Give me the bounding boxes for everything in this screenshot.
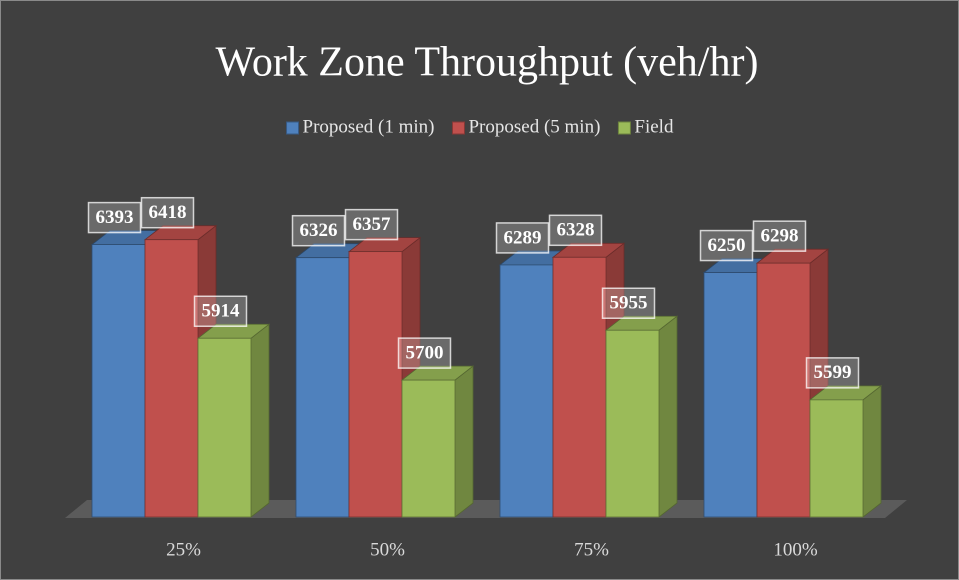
data-label: 6298 bbox=[752, 220, 807, 252]
data-label-box bbox=[752, 220, 807, 252]
plot bbox=[90, 224, 883, 518]
data-label: 5955 bbox=[601, 287, 656, 319]
legend-label: Proposed (5 min) bbox=[468, 116, 600, 137]
bar bbox=[809, 399, 864, 518]
data-label-box bbox=[87, 201, 142, 234]
data-label-box bbox=[548, 214, 603, 247]
chart-title: Work Zone Throughput (veh/hr) bbox=[216, 40, 759, 86]
legend-label: Field bbox=[634, 116, 674, 137]
data-label-text: 6418 bbox=[149, 202, 187, 223]
legend: Proposed (1 min) Proposed (5 min) Field bbox=[286, 116, 674, 137]
legend-label: Proposed (1 min) bbox=[303, 116, 435, 137]
legend-swatch bbox=[451, 121, 465, 135]
data-label: 5700 bbox=[397, 337, 452, 369]
data-label-box bbox=[495, 222, 550, 254]
bar-side bbox=[658, 315, 678, 518]
bar bbox=[552, 256, 607, 518]
floor bbox=[65, 500, 907, 518]
bar-side bbox=[454, 365, 474, 518]
legend-item: Proposed (1 min) bbox=[286, 116, 435, 137]
data-label-box bbox=[699, 229, 754, 262]
x-tick-label: 100% bbox=[773, 539, 818, 560]
data-label: 6328 bbox=[548, 214, 603, 247]
legend-swatch bbox=[617, 121, 631, 135]
bar bbox=[756, 262, 811, 518]
data-label-text: 6289 bbox=[504, 227, 542, 248]
data-label-box bbox=[193, 295, 248, 328]
data-label: 6418 bbox=[140, 196, 195, 229]
data-label: 5599 bbox=[805, 357, 860, 389]
data-label: 6357 bbox=[344, 208, 399, 241]
data-label-box bbox=[344, 208, 399, 241]
bar bbox=[144, 239, 199, 518]
bar bbox=[197, 337, 252, 518]
data-label-text: 6250 bbox=[708, 235, 746, 256]
data-label-box bbox=[805, 357, 860, 389]
legend-item: Proposed (5 min) bbox=[451, 116, 600, 137]
data-label-text: 6298 bbox=[761, 226, 799, 247]
bar-side bbox=[862, 385, 882, 518]
bar-3d bbox=[604, 315, 679, 518]
data-label-box bbox=[601, 287, 656, 319]
x-tick-label: 75% bbox=[574, 539, 609, 560]
bar bbox=[91, 244, 146, 518]
legend-item: Field bbox=[617, 116, 674, 137]
bar bbox=[295, 257, 350, 518]
bar bbox=[499, 264, 554, 518]
data-label: 6393 bbox=[87, 201, 142, 234]
legend-swatch bbox=[286, 121, 300, 135]
data-label-box bbox=[397, 337, 452, 369]
data-label: 6250 bbox=[699, 229, 754, 262]
data-label: 5914 bbox=[193, 295, 248, 328]
bar-3d bbox=[196, 323, 271, 518]
data-label-text: 6328 bbox=[557, 220, 595, 241]
data-label-text: 5955 bbox=[610, 293, 648, 314]
bar bbox=[401, 379, 456, 518]
data-label-text: 5599 bbox=[814, 362, 852, 383]
data-label-text: 6393 bbox=[96, 207, 134, 228]
x-tick-label: 50% bbox=[370, 539, 405, 560]
data-label-box bbox=[291, 214, 346, 247]
x-tick-label: 25% bbox=[166, 539, 201, 560]
bar bbox=[703, 272, 758, 518]
bar-3d bbox=[808, 385, 883, 518]
bar-side bbox=[250, 323, 270, 518]
data-label: 6289 bbox=[495, 222, 550, 254]
data-label-text: 5914 bbox=[202, 301, 241, 322]
bar-3d bbox=[400, 365, 475, 518]
bar bbox=[605, 329, 660, 518]
bar-3d bbox=[143, 224, 218, 518]
data-label-text: 6326 bbox=[300, 220, 338, 241]
data-label-text: 6357 bbox=[353, 214, 392, 235]
data-label-text: 5700 bbox=[406, 342, 444, 363]
data-label: 6326 bbox=[291, 214, 346, 247]
data-label-box bbox=[140, 196, 195, 229]
bar bbox=[348, 251, 403, 518]
